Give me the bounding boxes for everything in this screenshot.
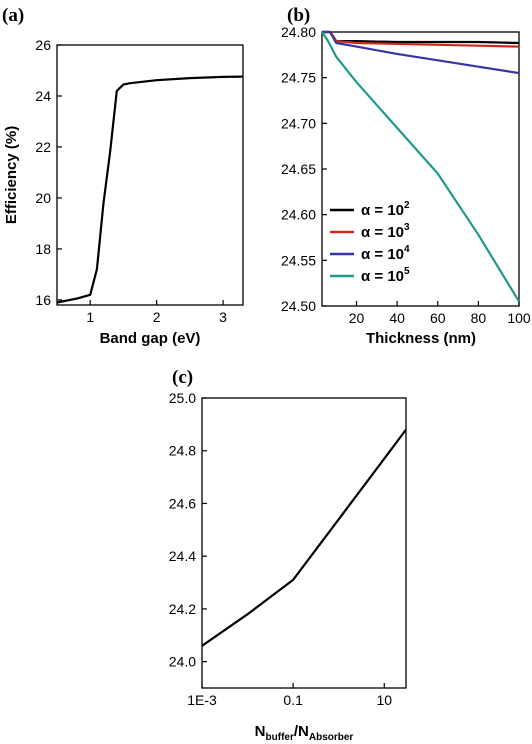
y-tick-label: 20 bbox=[35, 190, 51, 206]
y-tick-label: 24.70 bbox=[281, 115, 316, 131]
series-line-1 bbox=[322, 32, 519, 43]
chart-panel-a: 1 2 3 16 18 20 22 24 26 Band gap (eV) Efficiency… bbox=[3, 37, 243, 347]
legend-label-4: α = 105 bbox=[361, 266, 410, 285]
legend-label-base: α = 10 bbox=[361, 224, 404, 241]
legend-label-3: α = 104 bbox=[361, 244, 410, 263]
y-tick-label: 16 bbox=[35, 292, 51, 308]
y-tick-label: 24.75 bbox=[281, 70, 316, 86]
panel-label-a: (a) bbox=[2, 5, 24, 26]
plot-frame-c bbox=[202, 398, 406, 688]
chart-panel-b: 20 40 60 80 100 24.50 24.55 24.60 24.65 24.70 24.7… bbox=[281, 24, 531, 347]
series-line-4 bbox=[322, 32, 519, 301]
x-tick-label: 40 bbox=[389, 310, 405, 326]
x-tick-label: 1E-3 bbox=[187, 692, 217, 708]
x-axis-title-c: Nbuffer/NAbsorber bbox=[255, 723, 354, 743]
panel-label-c: (c) bbox=[172, 367, 193, 388]
series-line-1 bbox=[202, 430, 406, 646]
y-tick-label: 24.0 bbox=[169, 654, 196, 670]
legend-label-base: α = 10 bbox=[361, 202, 404, 219]
x-tick-label: 10 bbox=[376, 692, 392, 708]
series-line-1 bbox=[57, 77, 243, 303]
plot-frame-b bbox=[322, 32, 519, 306]
x-axis-title-a: Band gap (eV) bbox=[100, 330, 201, 347]
x-tick-label: 3 bbox=[219, 309, 227, 325]
legend-label-base: α = 10 bbox=[361, 268, 404, 285]
y-axis-title-a: Efficiency (%) bbox=[3, 126, 20, 224]
legend-label-exponent: 3 bbox=[404, 222, 410, 233]
y-tick-label: 25.0 bbox=[169, 390, 196, 406]
panel-label-b: (b) bbox=[287, 5, 310, 26]
y-tick-label: 24.4 bbox=[169, 548, 196, 564]
y-tick-label: 26 bbox=[35, 37, 51, 53]
plot-frame-a bbox=[57, 45, 243, 305]
x-tick-label: 60 bbox=[430, 310, 446, 326]
x-axis-title-b: Thickness (nm) bbox=[366, 330, 476, 347]
legend-label-1: α = 102 bbox=[361, 200, 410, 219]
legend-label-exponent: 4 bbox=[404, 244, 410, 255]
y-tick-label: 24.6 bbox=[169, 495, 196, 511]
x-tick-label: 0.1 bbox=[283, 692, 303, 708]
y-tick-label: 24.55 bbox=[281, 252, 316, 268]
chart-panel-c: 1E-3 0.1 10 24.0 24.2 24.4 24.6 24.8 25.0 Nbuffe… bbox=[169, 390, 406, 743]
x-axis-title-c-sub2: Absorber bbox=[309, 732, 354, 743]
legend-label-2: α = 103 bbox=[361, 222, 410, 241]
series-line-3 bbox=[322, 32, 519, 73]
y-tick-label: 24 bbox=[35, 88, 51, 104]
x-tick-label: 20 bbox=[349, 310, 365, 326]
x-tick-label: 100 bbox=[507, 310, 531, 326]
legend-label-exponent: 5 bbox=[404, 266, 410, 277]
x-axis-title-c-sub1: buffer bbox=[266, 732, 294, 743]
y-tick-label: 24.80 bbox=[281, 24, 316, 40]
y-tick-label: 22 bbox=[35, 139, 51, 155]
x-axis-title-c-base: N bbox=[255, 723, 266, 740]
y-tick-label: 24.50 bbox=[281, 298, 316, 314]
y-tick-label: 24.2 bbox=[169, 601, 196, 617]
x-tick-label: 80 bbox=[471, 310, 487, 326]
y-tick-label: 24.60 bbox=[281, 207, 316, 223]
series-line-2 bbox=[322, 32, 519, 47]
legend-label-base: α = 10 bbox=[361, 246, 404, 263]
x-tick-label: 1 bbox=[86, 309, 94, 325]
x-axis-title-c-mid: /N bbox=[294, 723, 309, 740]
y-tick-label: 24.65 bbox=[281, 161, 316, 177]
x-tick-label: 2 bbox=[153, 309, 161, 325]
y-tick-label: 24.8 bbox=[169, 443, 196, 459]
y-tick-label: 18 bbox=[35, 241, 51, 257]
legend-label-exponent: 2 bbox=[404, 200, 410, 211]
